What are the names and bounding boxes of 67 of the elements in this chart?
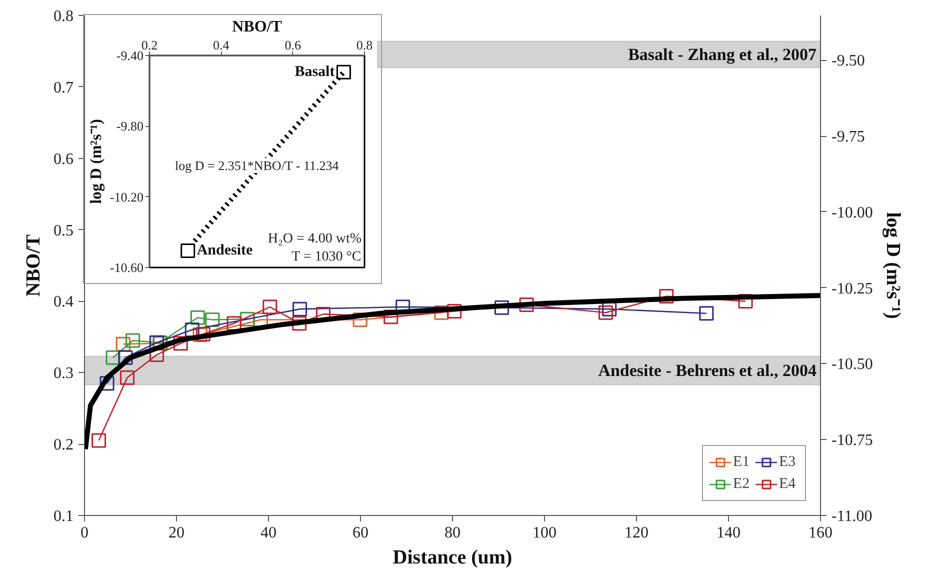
y-tick-label: 0.1 [54, 508, 74, 525]
y-tick-label: 0.2 [54, 436, 74, 454]
y-tick-label: 0.3 [54, 365, 74, 382]
y-tick-label: 0.8 [54, 8, 74, 25]
x-axis-title: Distance (um) [392, 546, 512, 568]
y-tick-label: 0.6 [54, 150, 74, 168]
point [116, 336, 130, 352]
x-tick-label: 0.6 [284, 38, 302, 52]
y-tick-label: -9.40 [116, 48, 144, 63]
x-tick-label: 0.4 [213, 38, 230, 52]
point [494, 300, 509, 315]
y2-tick-label: -9.75 [832, 128, 865, 146]
point [173, 336, 188, 351]
x-tick-label: 20 [168, 524, 184, 542]
y2-tick-label: -10.75 [832, 432, 873, 450]
point [226, 316, 242, 331]
y2-tick-label: -10.25 [832, 280, 873, 298]
x-axis-title: NBO/T [232, 18, 282, 36]
point [120, 370, 135, 385]
y-axis-title: log D (m²s⁻¹) [88, 119, 105, 204]
y-tick-label: 0.4 [54, 294, 74, 311]
x-tick-label: 160 [808, 524, 832, 542]
point [262, 300, 278, 314]
y2-tick-label: -10.00 [832, 204, 873, 222]
x-tick-label: 0.8 [356, 38, 373, 52]
point [292, 316, 307, 331]
point [598, 305, 613, 320]
y-tick-label: -10.20 [110, 189, 144, 204]
annotation: Basalt [294, 64, 335, 80]
y2-axis-title: log D (m²s⁻¹) [882, 212, 904, 319]
point [384, 310, 398, 324]
y-axis-title: NBO/T [22, 234, 44, 297]
point [106, 350, 120, 365]
x-tick-label: 60 [352, 524, 368, 542]
legend-label: E2 [733, 476, 751, 492]
legend-label: E4 [779, 476, 797, 492]
point [126, 333, 140, 348]
band-label: Andesite - Behrens et al., 2004 [598, 361, 817, 380]
point [447, 304, 462, 318]
x-tick-label: 80 [444, 524, 460, 542]
x-tick-label: 40 [260, 524, 276, 542]
point [292, 302, 308, 316]
y-tick-label: 0.7 [54, 79, 74, 96]
point [659, 288, 674, 304]
legend-label: E1 [733, 454, 751, 470]
x-tick-label: 120 [624, 524, 648, 542]
y2-tick-label: -11.00 [832, 508, 872, 525]
annotation: H₂O = 4.00 wt% [268, 232, 362, 246]
y-tick-label: -9.80 [116, 118, 144, 134]
y2-tick-label: -9.50 [832, 52, 865, 70]
y2-tick-label: -10.50 [832, 356, 873, 374]
y-tick-label: -10.60 [110, 260, 144, 275]
y-tick-label: 0.5 [54, 222, 74, 240]
point [92, 433, 106, 448]
point [699, 306, 714, 321]
band-label: Basalt - Zhang et al., 2007 [628, 44, 817, 64]
x-tick-label: 140 [716, 524, 740, 542]
point [205, 312, 220, 328]
annotation: T = 1030 °C [292, 250, 362, 264]
x-tick-label: 0 [80, 524, 88, 542]
legend-label: E3 [779, 454, 797, 470]
point [196, 326, 210, 342]
annotation: log D = 2.351*NBO/T - 11.234 [175, 158, 340, 173]
x-tick-label: 100 [532, 524, 556, 542]
point [190, 310, 205, 325]
x-tick-label: 0.2 [141, 38, 158, 52]
annotation: Andesite [196, 242, 254, 259]
